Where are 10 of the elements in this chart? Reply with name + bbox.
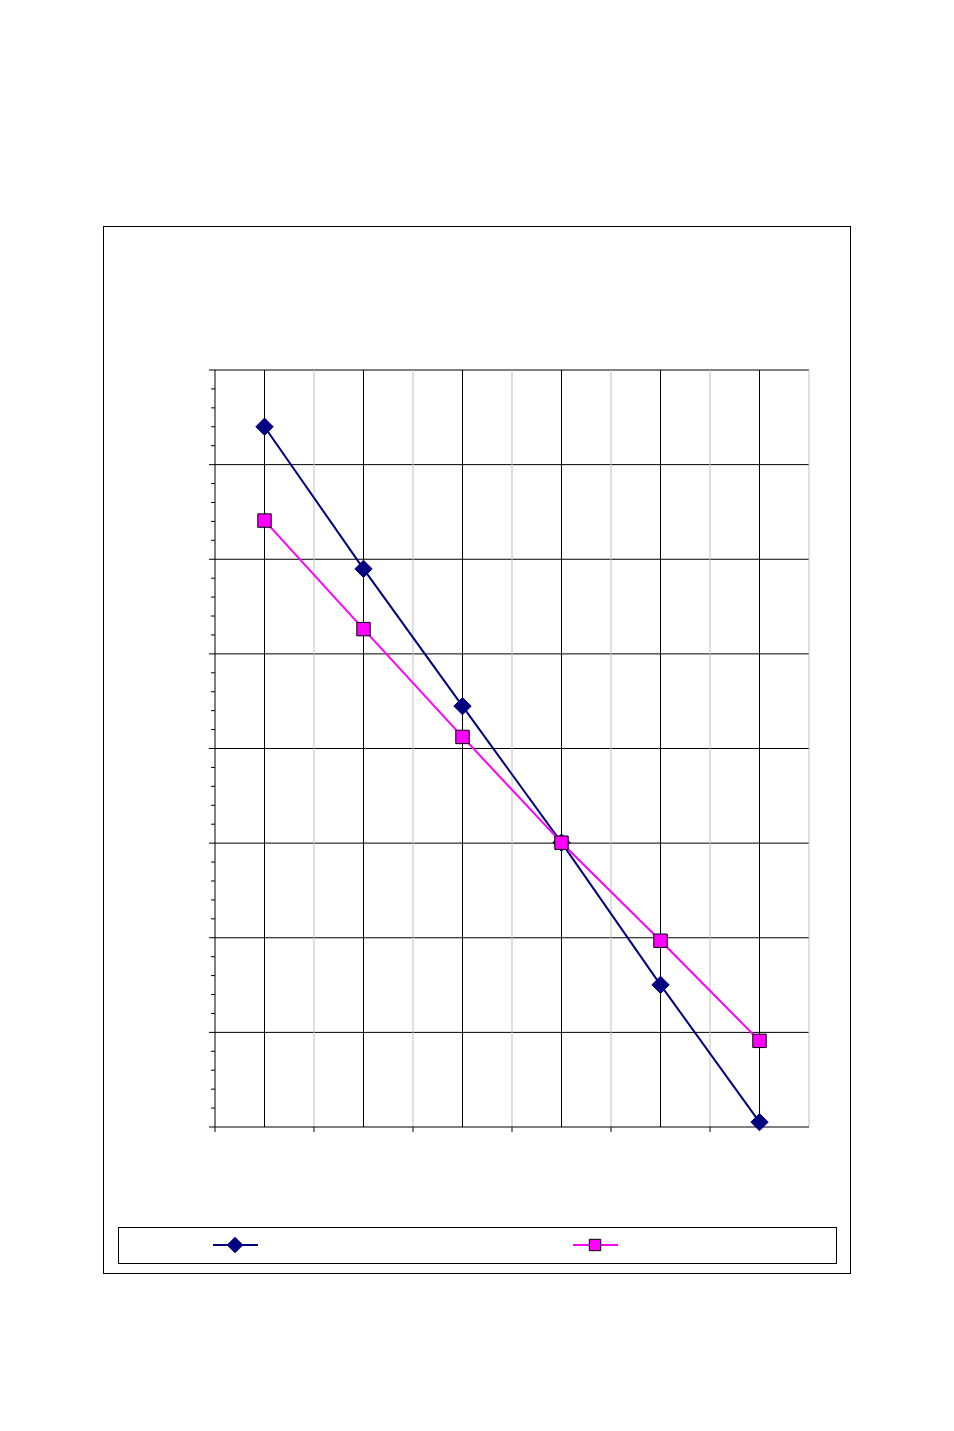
point	[453, 696, 472, 716]
point	[455, 729, 470, 745]
point	[354, 559, 373, 579]
point	[752, 1033, 767, 1049]
point	[255, 417, 274, 436]
point	[651, 975, 670, 994]
point	[750, 1112, 769, 1132]
point	[356, 621, 371, 637]
point	[653, 933, 668, 948]
point	[257, 513, 272, 528]
